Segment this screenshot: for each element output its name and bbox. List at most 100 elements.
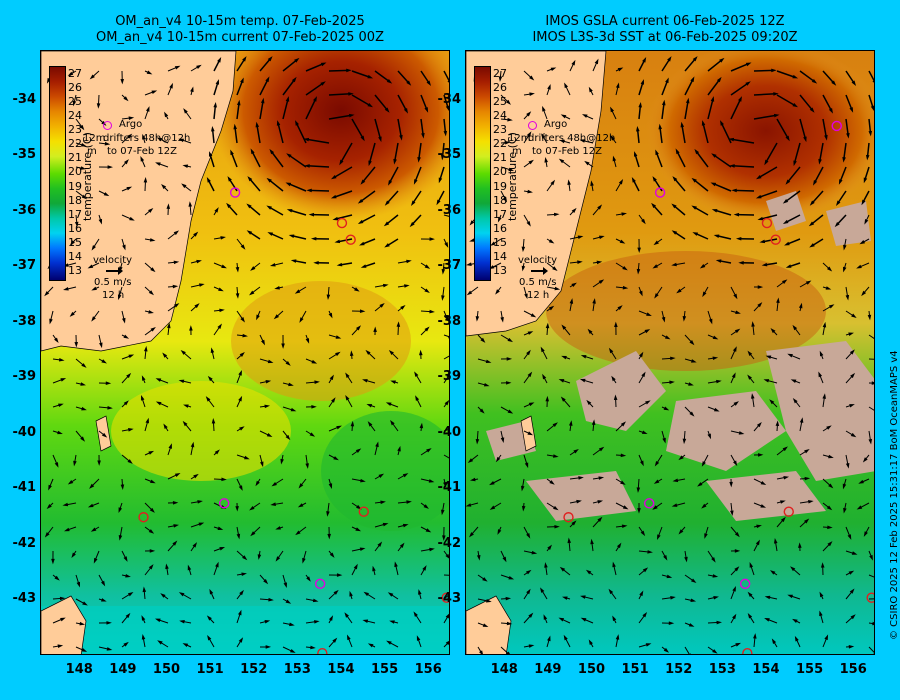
argo-float-marker[interactable] [563, 512, 574, 523]
argo-float-marker[interactable] [229, 187, 241, 198]
current-vector-head [868, 130, 873, 137]
argo-float-marker[interactable] [643, 498, 655, 509]
current-vector [776, 94, 796, 107]
left-map[interactable]: 27 26 25 24 23 22 21 20 19 18 17 16 15 14 13 temperatu… [40, 50, 450, 655]
current-vector [793, 142, 801, 164]
current-vector-head [690, 598, 697, 603]
current-vector-head [670, 596, 676, 600]
argo-float-marker[interactable] [345, 234, 356, 245]
argo-float-marker[interactable] [770, 234, 781, 245]
current-vector-head [445, 553, 449, 559]
current-vector-head [567, 179, 571, 185]
current-vector-head [122, 244, 126, 251]
current-vector-head [590, 538, 594, 545]
current-vector-head [667, 56, 672, 62]
argo-float-marker[interactable] [358, 506, 369, 517]
current-vector-head [856, 505, 863, 510]
current-vector-head [804, 476, 811, 481]
current-vector-head [713, 596, 719, 600]
current-vector-head [729, 164, 735, 168]
argo-float-marker[interactable] [654, 187, 666, 198]
current-vector-head [211, 418, 216, 424]
lat-tick-label: -37 [12, 258, 37, 274]
argo-float-marker[interactable] [314, 578, 326, 590]
argo-float-marker[interactable] [739, 578, 751, 590]
colorbar-tick-label: 18 [493, 193, 507, 207]
current-vector-head [773, 113, 780, 118]
current-vector-head [694, 148, 700, 155]
right-map[interactable]: 27 26 25 24 23 22 21 20 19 18 17 16 15 14 13 temperatu… [465, 50, 875, 655]
current-vector-head [637, 508, 641, 514]
argo-float-marker[interactable] [317, 648, 328, 655]
current-vector-head [396, 321, 401, 327]
current-vector [655, 151, 663, 168]
current-vector-head [541, 133, 546, 139]
current-vector-head [558, 158, 565, 164]
argo-float-marker[interactable] [218, 498, 230, 509]
argo-float-marker[interactable] [138, 512, 149, 523]
current-vector-head [738, 96, 742, 102]
current-vector-head [618, 178, 624, 185]
current-vector-head [275, 556, 281, 562]
current-vector-head [812, 180, 818, 186]
current-vector-head [671, 503, 678, 507]
current-vector-head [780, 500, 786, 504]
argo-float-marker[interactable] [742, 648, 753, 655]
current-vector-head [365, 349, 371, 355]
current-vector-head [613, 394, 618, 400]
current-vector [282, 78, 296, 96]
current-vector-head [505, 596, 512, 601]
current-vector [270, 150, 284, 168]
current-vector-head [682, 438, 687, 445]
colorbar-left [49, 66, 66, 281]
current-vector-head [808, 499, 814, 504]
argo-legend-label: Argo [544, 119, 568, 130]
argo-float-marker[interactable] [336, 217, 348, 229]
land-tasmania [41, 595, 87, 654]
current-vector-head [199, 283, 205, 287]
current-vector-head [653, 240, 659, 246]
current-vector-head [498, 76, 503, 82]
current-vector-head [60, 378, 67, 382]
colorbar-tick-label: 27 [493, 67, 507, 80]
current-arrows [466, 56, 874, 654]
current-vector [443, 355, 449, 360]
current-vector-head [617, 305, 623, 311]
current-vector-head [526, 533, 531, 539]
current-vector [305, 82, 324, 96]
current-vector [361, 166, 376, 183]
current-vector-head [524, 293, 528, 300]
current-vector-head [416, 635, 421, 641]
current-vector-head [560, 396, 566, 402]
argo-float-marker[interactable] [783, 506, 794, 517]
argo-float-marker[interactable] [866, 592, 875, 603]
current-vector-head [151, 90, 158, 95]
current-vector-head [675, 148, 680, 155]
current-vector-head [757, 285, 764, 289]
current-vector-head [505, 99, 511, 105]
current-vector-head [785, 179, 791, 185]
current-vector-head [588, 86, 593, 93]
current-vector-head [273, 314, 280, 320]
current-vector-head [144, 345, 148, 352]
current-vector-head [850, 614, 856, 620]
current-vector-head [552, 422, 558, 428]
argo-float-marker[interactable] [441, 592, 450, 603]
current-vector-head [528, 612, 534, 618]
current-vector-head [140, 155, 145, 162]
current-vector [868, 70, 874, 83]
argo-float-marker[interactable] [761, 217, 773, 229]
argo-float-marker[interactable] [831, 120, 842, 132]
current-vector-head [755, 539, 760, 546]
current-vector-head [255, 480, 260, 487]
current-vector-head [591, 419, 596, 425]
current-vector-head [441, 509, 445, 516]
current-vector-head [526, 111, 532, 117]
current-vector-head [569, 298, 574, 304]
current-vector-head [828, 454, 834, 459]
current-vector-head [560, 114, 567, 119]
current-vector-head [531, 550, 538, 555]
current-vector-head [220, 236, 226, 240]
current-vector-head [587, 328, 593, 335]
current-vector [295, 122, 307, 144]
